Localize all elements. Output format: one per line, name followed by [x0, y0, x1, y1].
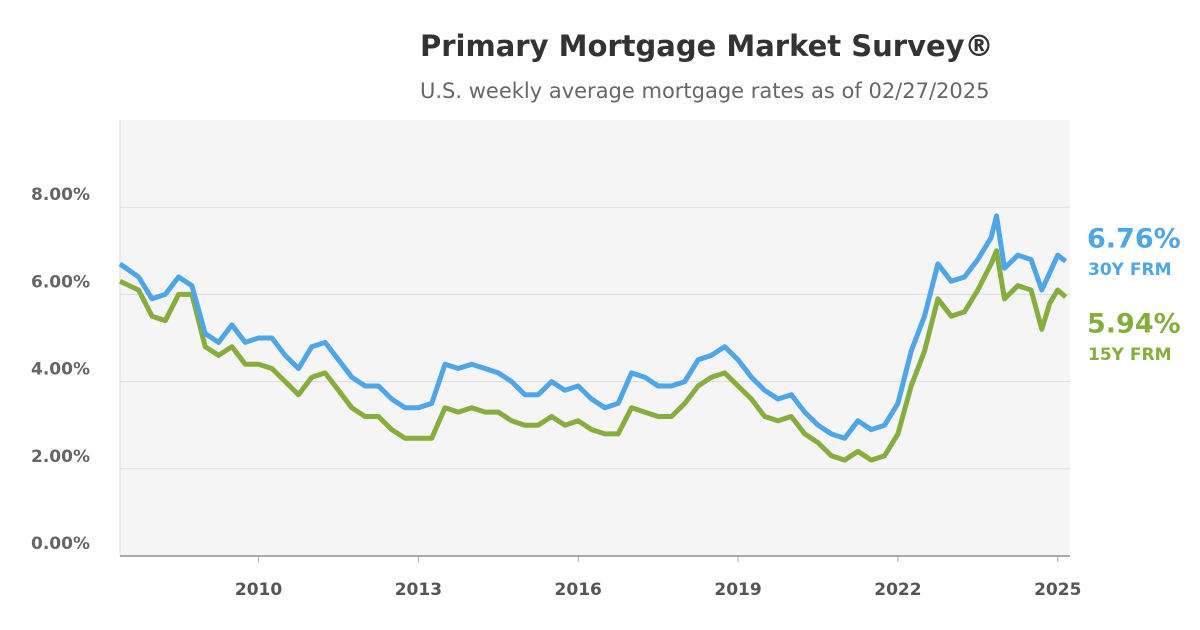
- x-tick-label: 2016: [555, 580, 602, 600]
- y-tick-label: 2.00%: [31, 447, 90, 467]
- series-line: [118, 248, 1068, 463]
- y-tick-label: 4.00%: [31, 360, 90, 380]
- end-value-label: 5.94%: [1087, 309, 1181, 340]
- legend-label: 15Y FRM: [1088, 345, 1172, 365]
- end-value-label: 6.76%: [1087, 224, 1181, 255]
- chart-subtitle: U.S. weekly average mortgage rates as of…: [420, 79, 990, 103]
- x-tick-label: 2010: [235, 580, 282, 600]
- x-tick-label: 2025: [1034, 580, 1081, 600]
- x-tick-label: 2013: [395, 580, 442, 600]
- x-tick-label: 2019: [714, 580, 761, 600]
- y-tick-label: 0.00%: [31, 534, 90, 554]
- series-line: [118, 213, 1068, 441]
- legend-label: 30Y FRM: [1088, 260, 1172, 280]
- plot-area: [120, 120, 1070, 556]
- y-tick-label: 6.00%: [31, 272, 90, 292]
- x-tick-label: 2022: [874, 580, 921, 600]
- chart-title: Primary Mortgage Market Survey®: [420, 29, 994, 63]
- y-tick-label: 8.00%: [31, 185, 90, 205]
